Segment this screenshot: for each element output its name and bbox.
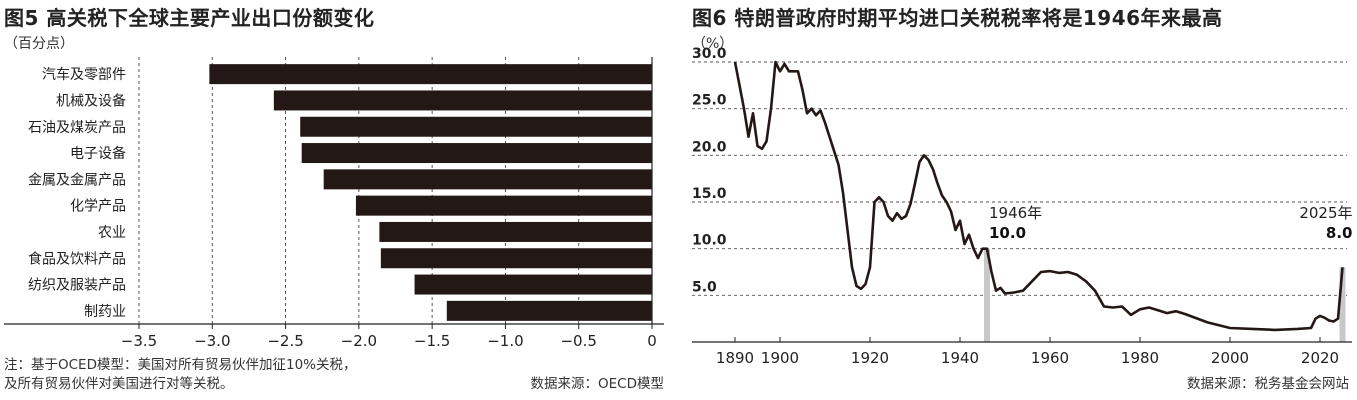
series-line — [733, 60, 1344, 332]
y-tick-label: 30.0 — [692, 46, 727, 62]
chart-unit: （百分点） — [4, 36, 74, 52]
annotation-year: 2025年 — [1299, 204, 1352, 222]
x-tick-label: 1940 — [941, 349, 979, 367]
x-tick-label: −2.5 — [267, 332, 303, 350]
y-tick-label: 10.0 — [692, 233, 727, 249]
bar — [355, 195, 652, 216]
bar — [209, 64, 652, 85]
highlight-bar — [1339, 267, 1346, 342]
category-label: 纺织及服装产品 — [28, 278, 126, 294]
x-tick-label: 1890 — [716, 349, 754, 367]
annotation-value: 10.0 — [989, 224, 1026, 242]
x-tick-label: −3.0 — [194, 332, 230, 350]
y-tick-label: 15.0 — [692, 186, 727, 202]
category-label: 电子设备 — [70, 145, 126, 162]
category-label: 石油及煤炭产品 — [28, 120, 126, 136]
category-label: 食品及饮料产品 — [28, 250, 126, 267]
y-tick-label: 20.0 — [692, 139, 727, 155]
category-label: 金属及金属产品 — [28, 172, 126, 188]
chart-unit: （%） — [692, 36, 734, 52]
chart-title: 图6 特朗普政府时期平均进口关税税率将是1946年来最高 — [692, 6, 1223, 30]
chart-note-line1: 注：基于OCED模型：美国对所有贸易伙伴加征10%关税， — [4, 357, 357, 373]
y-tick-label: 5.0 — [692, 279, 717, 295]
annotation-year: 1946年 — [989, 204, 1042, 222]
category-label: 农业 — [98, 225, 126, 241]
highlight-bar — [984, 248, 990, 342]
bar — [379, 221, 652, 242]
left-chart-panel: 图5 高关税下全球主要产业出口份额变化 （百分点） 汽车及零部件机械及设备石油及… — [0, 0, 670, 400]
chart-title: 图5 高关税下全球主要产业出口份额变化 — [4, 6, 375, 30]
bar — [446, 300, 652, 321]
line-chart-svg: 5.0 10.0 15.0 20.0 25.0 30.0 1890 1900 1920 1940 1… — [692, 46, 1353, 367]
annotation-value: 8.0 — [1326, 224, 1353, 242]
x-tick-label: 1920 — [851, 349, 889, 367]
bar — [300, 116, 652, 137]
y-tick-label: 25.0 — [692, 93, 727, 109]
category-label: 机械及设备 — [56, 92, 126, 109]
bar-chart-svg: 汽车及零部件机械及设备石油及煤炭产品电子设备金属及金属产品化学产品农业食品及饮料… — [4, 57, 664, 350]
chart-source: 数据来源：税务基金会网站 — [1187, 376, 1349, 392]
x-tick-label: 0 — [647, 332, 657, 350]
x-tick-label: −2.0 — [341, 332, 377, 350]
x-tick-label: 1960 — [1031, 349, 1069, 367]
bar — [301, 143, 652, 164]
category-label: 制药业 — [84, 304, 126, 320]
x-tick-label: −3.5 — [121, 332, 157, 350]
x-tick-label: 2020 — [1301, 349, 1339, 367]
chart-source: 数据来源：OECD模型 — [530, 376, 664, 392]
chart-note-line2: 及所有贸易伙伴对美国进行对等关税。 — [4, 376, 234, 392]
category-label: 化学产品 — [70, 199, 126, 215]
bar — [273, 90, 652, 111]
bar — [323, 169, 652, 190]
x-tick-label: 1900 — [761, 349, 799, 367]
bar — [380, 248, 652, 269]
x-tick-label: 2000 — [1211, 349, 1249, 367]
bar — [414, 274, 652, 295]
x-tick-label: −1.0 — [487, 332, 523, 350]
right-chart-panel: 图6 特朗普政府时期平均进口关税税率将是1946年来最高 （%） 5.0 10.0… — [688, 0, 1357, 400]
category-label: 汽车及零部件 — [42, 66, 126, 83]
x-tick-label: −1.5 — [414, 332, 450, 350]
x-tick-label: 1980 — [1121, 349, 1159, 367]
x-tick-label: −0.5 — [560, 332, 596, 350]
